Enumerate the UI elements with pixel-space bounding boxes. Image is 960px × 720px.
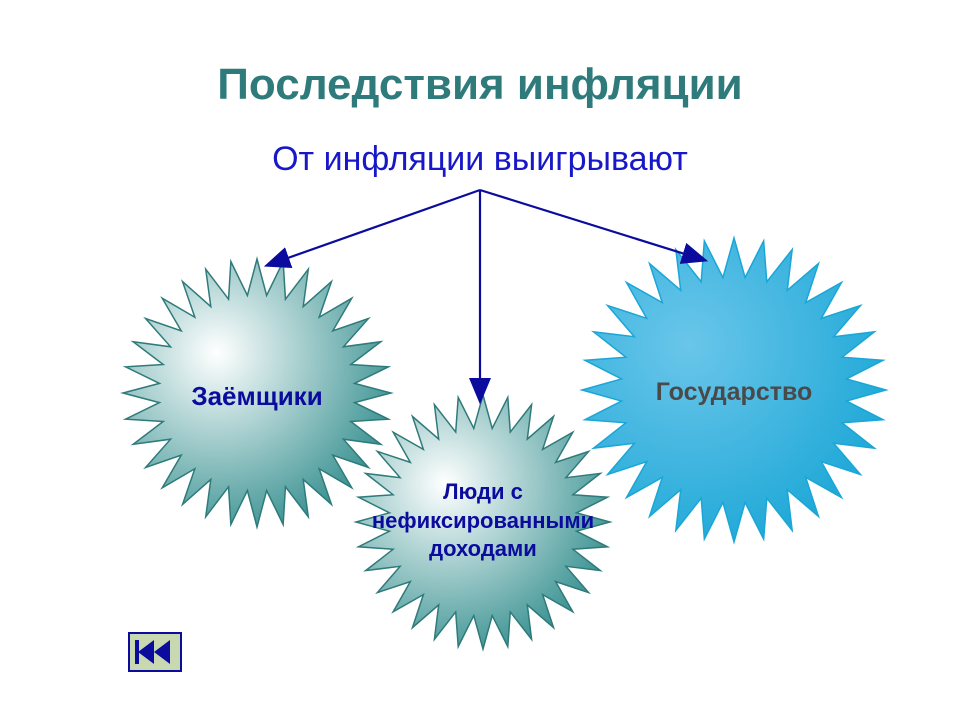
- star-label-people: Люди с нефиксированными доходами: [336, 478, 630, 564]
- arrow-2: [480, 190, 704, 260]
- star-label-state: Государство: [616, 376, 852, 409]
- star-label-borrowers: Заёмщики: [130, 380, 384, 414]
- nav-back-button[interactable]: [128, 632, 182, 672]
- slide-stage: Последствия инфляции От инфляции выигрыв…: [0, 0, 960, 720]
- arrow-0: [268, 190, 480, 265]
- diagram-svg: [0, 0, 960, 720]
- nav-back-icon: [128, 632, 182, 672]
